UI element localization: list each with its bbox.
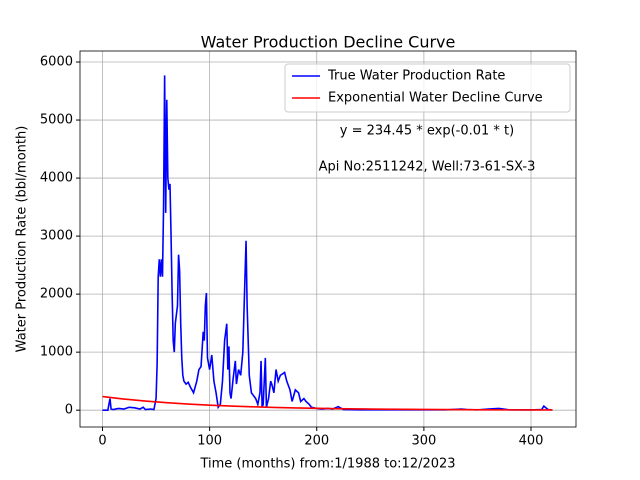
x-tick-label: 300 [411, 434, 436, 449]
x-tick-label: 0 [98, 434, 106, 449]
x-tick-label: 100 [197, 434, 222, 449]
x-axis-label: Time (months) from:1/1988 to:12/2023 [199, 457, 455, 472]
x-tick-label: 200 [304, 434, 329, 449]
legend-label: Exponential Water Decline Curve [328, 91, 543, 106]
y-tick-label: 5000 [40, 113, 73, 128]
annotation: y = 234.45 * exp(-0.01 * t) [340, 124, 514, 139]
y-tick-label: 6000 [40, 55, 73, 70]
legend-box [284, 63, 571, 113]
y-tick-label: 3000 [40, 229, 73, 244]
chart-title: Water Production Decline Curve [201, 33, 456, 52]
legend-label: True Water Production Rate [327, 69, 505, 84]
plot-frame [79, 50, 577, 428]
data-line [102, 395, 553, 411]
y-tick-label: 1000 [40, 345, 73, 360]
x-tick-label: 400 [519, 434, 544, 449]
annotation: Api No:2511242, Well:73-61-SX-3 [319, 160, 536, 175]
y-tick-label: 0 [65, 403, 73, 418]
y-tick-label: 2000 [40, 287, 73, 302]
y-axis-label: Water Production Rate (bbl/month) [15, 126, 30, 353]
y-tick-label: 4000 [40, 171, 73, 186]
